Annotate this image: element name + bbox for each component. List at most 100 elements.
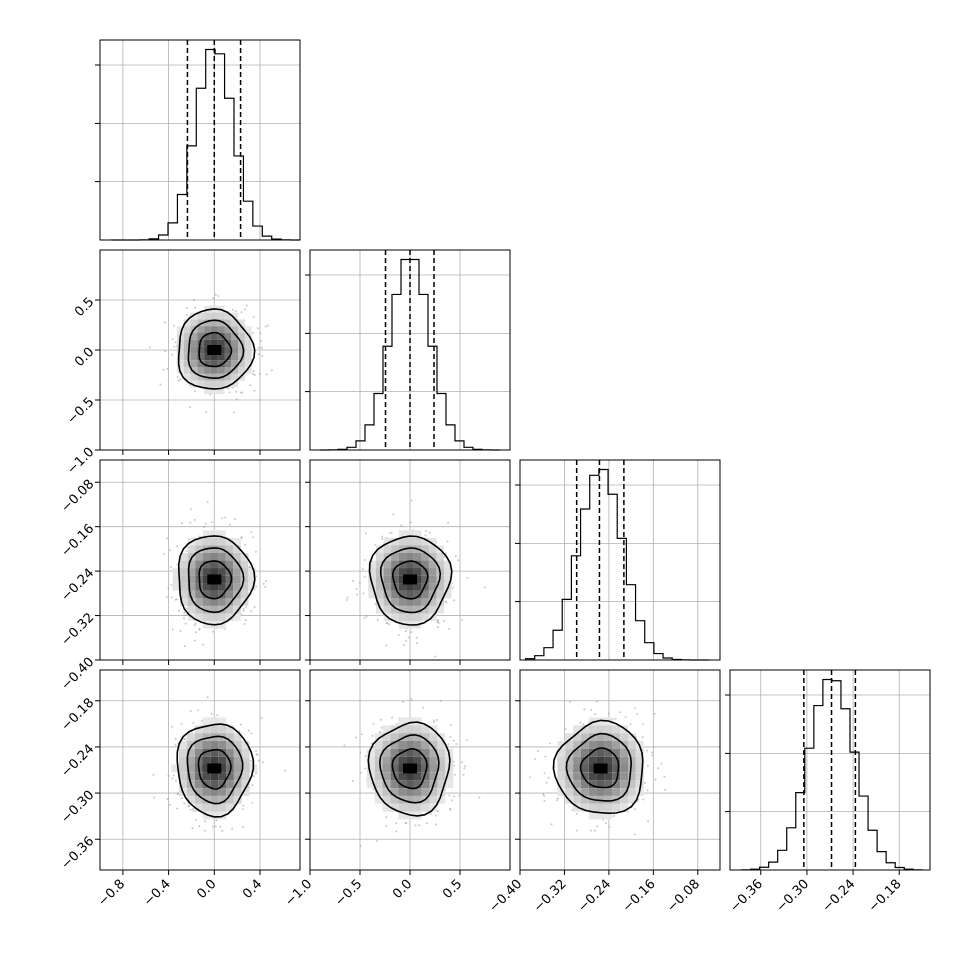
density-cell	[436, 560, 444, 569]
sample-point	[405, 639, 408, 642]
density-cell	[197, 346, 205, 354]
density-cell	[604, 741, 613, 749]
density-cell	[413, 537, 422, 546]
density-cell	[203, 575, 211, 584]
density-peak	[593, 763, 608, 774]
sample-point	[454, 555, 457, 558]
sample-point	[198, 535, 201, 538]
sample-point	[190, 508, 192, 511]
sample-point	[162, 553, 165, 555]
density-cell	[398, 605, 407, 614]
density-cell	[413, 598, 422, 606]
sample-point	[590, 709, 593, 711]
sample-point	[176, 793, 179, 795]
sample-point	[153, 796, 156, 799]
density-cell	[224, 333, 232, 340]
density-cell	[194, 733, 203, 741]
sample-point	[257, 353, 260, 356]
sample-point	[174, 341, 177, 344]
sample-point	[171, 353, 174, 356]
density-cell	[180, 598, 188, 606]
density-cell	[233, 788, 242, 796]
density-cell	[406, 772, 414, 781]
density-cell	[437, 756, 446, 765]
density-cell	[210, 613, 219, 621]
density-cell	[248, 575, 256, 584]
sample-point	[206, 501, 209, 503]
sample-point	[376, 618, 379, 621]
sample-point	[380, 726, 383, 729]
sample-point	[422, 706, 424, 709]
sample-point	[633, 707, 636, 710]
sample-point	[360, 733, 363, 736]
sample-point	[452, 586, 455, 589]
sample-point	[564, 728, 567, 731]
density-cell	[187, 598, 196, 606]
density-cell	[241, 780, 250, 788]
density-cell	[233, 795, 242, 804]
density-cell	[187, 560, 196, 569]
sample-point	[257, 759, 260, 762]
density-cell	[588, 772, 597, 781]
sample-point	[252, 370, 255, 373]
sample-point	[164, 350, 167, 353]
sample-point	[414, 824, 417, 827]
panel-frame-4-3	[519, 669, 721, 871]
density-cell	[226, 803, 234, 812]
contour-level-1	[177, 308, 256, 390]
density-cell	[233, 748, 242, 757]
sample-point	[355, 593, 358, 596]
density-cell	[390, 780, 399, 788]
sample-point	[445, 601, 448, 604]
x-tick-label: −0.30	[773, 877, 812, 916]
sample-point	[171, 628, 174, 631]
sample-point	[242, 610, 245, 612]
sample-point	[214, 293, 217, 296]
sample-point	[436, 718, 438, 721]
density-cell	[382, 772, 391, 781]
density-cell	[183, 326, 191, 333]
density-cell	[413, 733, 422, 741]
density-cell	[210, 553, 219, 561]
density-cell	[225, 598, 234, 606]
density-cell	[218, 756, 226, 765]
sample-point	[240, 536, 243, 539]
density-cell	[224, 312, 232, 320]
density-cell	[241, 788, 250, 796]
density-cell	[628, 748, 636, 757]
density-cell	[183, 319, 191, 327]
density-cell	[210, 568, 219, 576]
density-cell	[580, 795, 589, 804]
density-cell	[390, 803, 399, 812]
density-cell	[197, 312, 205, 320]
density-cell	[210, 537, 219, 546]
density-cell	[225, 575, 234, 584]
density-cell	[604, 795, 613, 804]
density-cell	[612, 772, 621, 781]
density-cell	[204, 367, 211, 374]
sample-point	[375, 839, 378, 842]
density-cell	[588, 756, 597, 765]
contour-level-1	[367, 721, 451, 817]
density-cell	[187, 583, 196, 591]
density-cell	[390, 733, 399, 741]
density-cell	[596, 748, 605, 757]
density-cell	[445, 780, 454, 788]
contour-level-1	[177, 535, 256, 626]
sample-point	[391, 716, 394, 719]
density-cell	[421, 788, 430, 796]
sample-point	[264, 325, 267, 328]
density-cell	[226, 780, 234, 788]
density-cell	[194, 788, 203, 796]
sample-point	[240, 613, 243, 616]
sample-point	[176, 545, 179, 548]
y-tick-label: 0.0	[72, 345, 97, 370]
contour-level-2	[379, 547, 442, 614]
sample-point	[244, 619, 247, 622]
panel-frame-3-1	[99, 459, 301, 661]
sample-point	[241, 391, 244, 394]
density-cell	[244, 326, 252, 333]
density-cell	[225, 560, 234, 569]
density-cell	[620, 764, 628, 773]
density-cell	[195, 605, 203, 614]
